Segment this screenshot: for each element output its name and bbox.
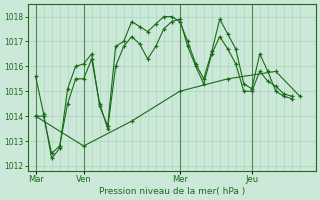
X-axis label: Pression niveau de la mer( hPa ): Pression niveau de la mer( hPa ) [99, 187, 245, 196]
